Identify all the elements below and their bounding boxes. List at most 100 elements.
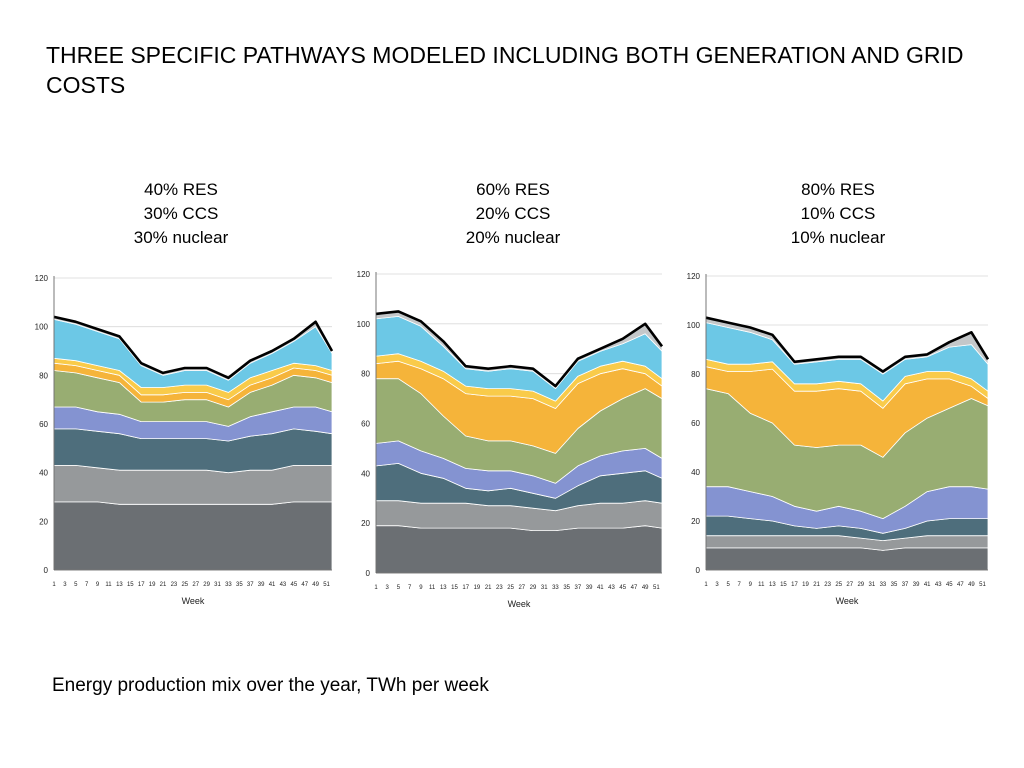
x-tick-label: 51 (653, 585, 660, 591)
x-tick-label: 33 (880, 582, 887, 588)
x-axis-label: Week (836, 596, 859, 606)
x-tick-label: 25 (835, 582, 842, 588)
x-tick-label: 49 (968, 582, 975, 588)
x-tick-label: 7 (408, 585, 412, 591)
x-tick-label: 35 (563, 585, 570, 591)
scenario-1-nuclear: 30% nuclear (133, 228, 229, 247)
x-tick-label: 37 (247, 582, 254, 588)
y-tick-label: 100 (35, 323, 49, 332)
x-tick-label: 29 (203, 582, 210, 588)
scenario-1-ccs: 30% CCS (143, 204, 219, 223)
x-tick-label: 37 (902, 582, 909, 588)
x-tick-label: 21 (160, 582, 167, 588)
x-tick-label: 19 (474, 585, 481, 591)
x-tick-label: 35 (891, 582, 898, 588)
x-tick-label: 33 (225, 582, 232, 588)
x-tick-label: 3 (386, 585, 390, 591)
scenario-3-nuclear: 10% nuclear (790, 228, 886, 247)
slide-title: THREE SPECIFIC PATHWAYS MODELED INCLUDIN… (46, 42, 964, 98)
area-base_dark (53, 501, 333, 571)
x-tick-label: 41 (269, 582, 276, 588)
x-tick-label: 35 (236, 582, 243, 588)
scenario-label-3: 80% RES 10% CCS 10% nuclear (738, 178, 938, 250)
scenario-3-res: 80% RES (801, 180, 875, 199)
y-tick-label: 0 (696, 566, 701, 575)
x-tick-label: 15 (127, 582, 134, 588)
x-tick-label: 1 (704, 582, 708, 588)
x-tick-label: 3 (63, 582, 67, 588)
x-tick-label: 51 (979, 582, 986, 588)
x-tick-label: 5 (74, 582, 78, 588)
x-tick-label: 43 (280, 582, 287, 588)
y-tick-label: 80 (39, 371, 48, 380)
x-tick-label: 7 (85, 582, 89, 588)
x-axis-label: Week (182, 596, 205, 606)
x-tick-label: 5 (397, 585, 401, 591)
x-tick-label: 29 (530, 585, 537, 591)
y-tick-label: 80 (361, 370, 370, 379)
y-tick-label: 0 (44, 566, 49, 575)
x-tick-label: 13 (116, 582, 123, 588)
x-tick-label: 51 (323, 582, 330, 588)
x-tick-label: 23 (496, 585, 503, 591)
x-tick-label: 17 (462, 585, 469, 591)
x-tick-label: 1 (374, 585, 378, 591)
x-tick-label: 11 (105, 582, 112, 588)
x-tick-label: 47 (631, 585, 638, 591)
scenario-2-ccs: 20% CCS (475, 204, 551, 223)
y-tick-label: 100 (687, 321, 701, 330)
x-tick-label: 17 (791, 582, 798, 588)
y-tick-label: 60 (361, 420, 370, 429)
total-line (705, 316, 990, 373)
x-tick-label: 31 (214, 582, 221, 588)
scenario-2-nuclear: 20% nuclear (465, 228, 561, 247)
x-tick-label: 15 (780, 582, 787, 588)
y-tick-label: 20 (691, 517, 700, 526)
area-base_dark (705, 547, 989, 571)
x-tick-label: 7 (738, 582, 742, 588)
x-tick-label: 39 (258, 582, 265, 588)
x-tick-label: 31 (541, 585, 548, 591)
x-tick-label: 41 (597, 585, 604, 591)
x-tick-label: 41 (924, 582, 931, 588)
x-tick-label: 17 (138, 582, 145, 588)
x-tick-label: 29 (857, 582, 864, 588)
x-tick-label: 43 (935, 582, 942, 588)
y-tick-label: 20 (39, 517, 48, 526)
x-tick-label: 13 (769, 582, 776, 588)
area-base_light (705, 535, 989, 551)
y-tick-label: 0 (366, 569, 371, 578)
x-tick-label: 23 (171, 582, 178, 588)
x-tick-label: 15 (451, 585, 458, 591)
x-tick-label: 1 (52, 582, 56, 588)
x-tick-label: 49 (642, 585, 649, 591)
y-tick-label: 40 (39, 469, 48, 478)
x-tick-label: 45 (946, 582, 953, 588)
caption: Energy production mix over the year, TWh… (52, 675, 489, 696)
scenario-3-ccs: 10% CCS (800, 204, 876, 223)
x-tick-label: 39 (913, 582, 920, 588)
scenario-label-1: 40% RES 30% CCS 30% nuclear (81, 178, 281, 250)
x-tick-label: 33 (552, 585, 559, 591)
x-tick-label: 13 (440, 585, 447, 591)
y-tick-label: 80 (691, 370, 700, 379)
total-line (53, 315, 334, 380)
y-tick-label: 100 (357, 320, 371, 329)
x-tick-label: 3 (715, 582, 719, 588)
x-tick-label: 9 (96, 582, 100, 588)
y-tick-label: 40 (361, 469, 370, 478)
x-tick-label: 43 (608, 585, 615, 591)
x-tick-label: 27 (846, 582, 853, 588)
x-tick-label: 27 (518, 585, 525, 591)
y-tick-label: 120 (357, 270, 371, 279)
scenario-label-2: 60% RES 20% CCS 20% nuclear (413, 178, 613, 250)
x-tick-label: 49 (312, 582, 319, 588)
x-tick-label: 25 (181, 582, 188, 588)
y-tick-label: 120 (35, 274, 49, 283)
area-base_light (53, 465, 333, 505)
x-tick-label: 47 (301, 582, 308, 588)
x-tick-label: 37 (575, 585, 582, 591)
x-tick-label: 25 (507, 585, 514, 591)
